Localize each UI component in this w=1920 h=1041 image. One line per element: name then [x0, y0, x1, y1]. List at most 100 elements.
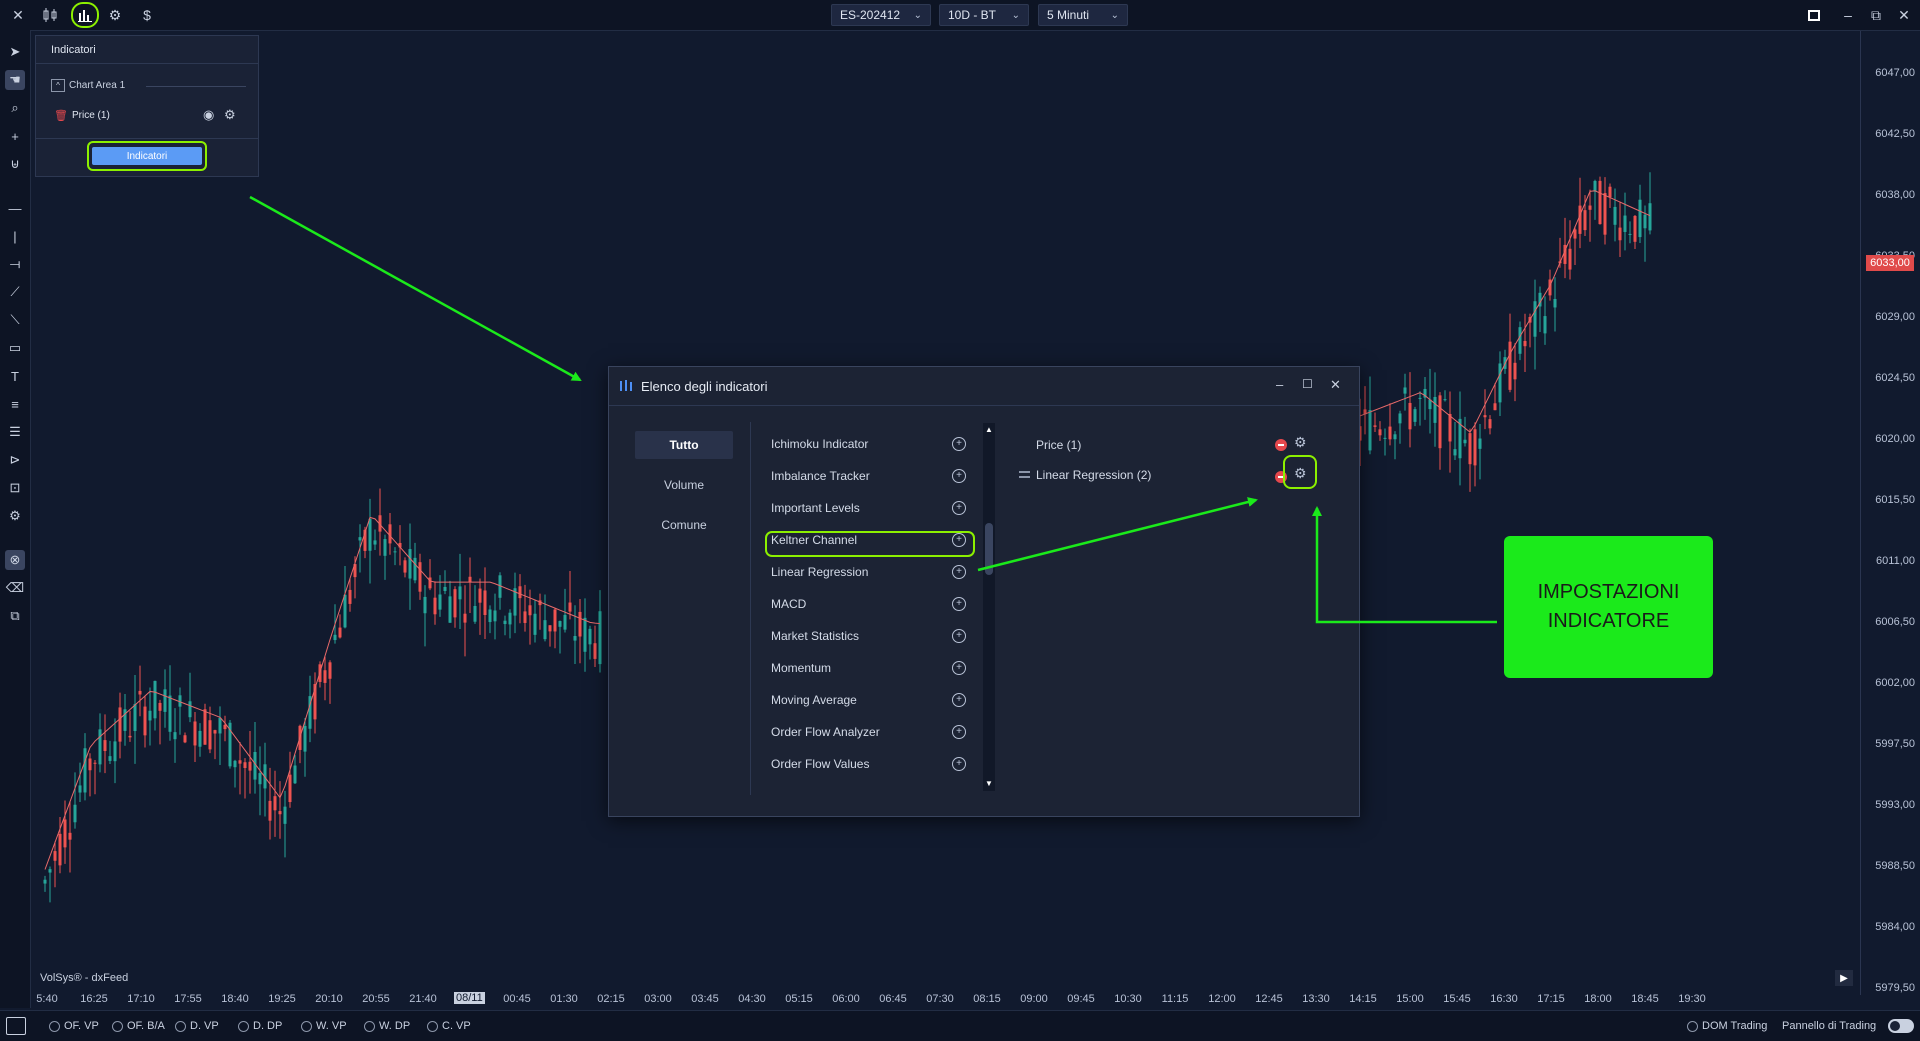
play-icon[interactable]: ▶	[1835, 970, 1853, 986]
candle-body	[198, 730, 202, 747]
indicator-list-item[interactable]: Imbalance Tracker	[771, 469, 870, 483]
hand-icon[interactable]: ☚	[5, 70, 25, 90]
minimize-icon[interactable]: –	[1844, 7, 1852, 23]
add-indicator-icon[interactable]: +	[952, 469, 966, 483]
window-close-icon[interactable]: ✕	[1898, 6, 1910, 23]
indicator-list-item[interactable]: Important Levels	[771, 501, 860, 515]
volume-profile-icon[interactable]: ⊡	[9, 480, 21, 495]
indicator-list-item[interactable]: Linear Regression	[771, 565, 869, 579]
add-indicator-icon[interactable]: +	[952, 597, 966, 611]
scroll-up-icon[interactable]: ▲	[985, 425, 993, 434]
add-indicator-icon[interactable]: +	[952, 501, 966, 515]
fib-icon[interactable]: ⊳	[9, 452, 21, 467]
candle-body	[348, 589, 352, 604]
close-icon[interactable]: ✕	[12, 6, 24, 23]
price-indicator-item[interactable]: Price (1)	[72, 110, 110, 121]
bottom-toggle[interactable]: OF. B/A	[112, 1020, 165, 1032]
bottom-toggle[interactable]: D. DP	[238, 1020, 282, 1032]
eye-icon[interactable]: ◉	[203, 107, 215, 122]
settings-small-icon[interactable]: ⚙	[9, 508, 21, 523]
time-tick-label: 10:30	[1114, 993, 1142, 1005]
selected-indicator-linear-regression[interactable]: Linear Regression (2)	[1036, 468, 1152, 482]
add-indicator-icon[interactable]: +	[952, 437, 966, 451]
layout-icon[interactable]	[1804, 5, 1824, 25]
levels-icon[interactable]: ☰	[9, 424, 21, 439]
dollar-icon[interactable]: $	[143, 7, 151, 23]
add-indicator-icon[interactable]: +	[952, 693, 966, 707]
indicator-list-item[interactable]: Ichimoku Indicator	[771, 437, 869, 451]
add-indicator-icon[interactable]: +	[952, 533, 966, 547]
ray-icon[interactable]: ⟞	[9, 256, 21, 271]
indicator-list-item[interactable]: MACD	[771, 597, 807, 611]
scroll-thumb[interactable]	[985, 523, 993, 575]
candle-body	[1648, 203, 1652, 231]
add-indicator-icon[interactable]: +	[952, 629, 966, 643]
magnet-lock-icon[interactable]: ⊗	[5, 550, 25, 570]
time-tick-label: 18:40	[221, 993, 249, 1005]
selected-indicator-price[interactable]: Price (1)	[1036, 438, 1082, 452]
trash-icon[interactable]: 🗑	[54, 110, 68, 122]
candle-body	[1468, 433, 1472, 465]
indicator-list-item[interactable]: Order Flow Analyzer	[771, 725, 880, 739]
indicator-list-item[interactable]: Momentum	[771, 661, 832, 675]
indicator-list-item[interactable]: Order Flow Values	[771, 757, 870, 771]
indicator-list-item[interactable]: Keltner Channel	[771, 533, 858, 547]
indicator-list-item[interactable]: Moving Average	[771, 693, 857, 707]
horizontal-line-icon[interactable]: —	[8, 200, 22, 216]
gear-icon[interactable]: ⚙	[224, 107, 236, 122]
add-indicator-icon[interactable]: +	[952, 757, 966, 771]
category-tab[interactable]: Comune	[661, 518, 707, 532]
bottom-bar: OF. VP OF. B/A D. VP D. DP W. VP W. DP C. VP D…	[0, 1010, 1920, 1041]
zoom-icon[interactable]: ⌕	[11, 100, 19, 115]
category-tab[interactable]: Volume	[663, 478, 705, 492]
bottom-toggle[interactable]: C. VP	[427, 1020, 471, 1032]
dom-trading-toggle[interactable]: DOM Trading	[1687, 1020, 1767, 1032]
cursor-icon[interactable]: ➤	[9, 44, 21, 59]
candle-body	[203, 709, 207, 745]
indicators-button[interactable]: Indicatori	[92, 147, 202, 165]
stack-icon[interactable]: ⧉	[10, 608, 20, 623]
time-tick-label: 16:25	[80, 993, 108, 1005]
text-icon[interactable]: T	[11, 368, 19, 384]
candle-body	[1573, 229, 1577, 239]
trading-panel-switch[interactable]	[1888, 1019, 1914, 1033]
timeframe-select[interactable]: 5 Minuti ⌄	[1038, 4, 1128, 26]
magnet-icon[interactable]: ⊎	[10, 156, 20, 171]
bottom-toggle[interactable]: D. VP	[175, 1020, 219, 1032]
restore-icon[interactable]: ⧉	[1871, 6, 1881, 23]
crosshair-icon[interactable]: +	[11, 128, 19, 144]
price-settings-icon[interactable]: ⚙	[1294, 434, 1307, 450]
rectangle-icon[interactable]: ▭	[8, 340, 22, 355]
collapse-icon[interactable]: ^	[51, 79, 65, 92]
add-indicator-icon[interactable]: +	[952, 565, 966, 579]
instrument-select[interactable]: ES-202412 ⌄	[831, 4, 931, 26]
gear-icon[interactable]: ⚙	[108, 6, 122, 23]
range-select[interactable]: 10D - BT ⌄	[939, 4, 1029, 26]
trend-line-icon[interactable]: ⟋	[10, 284, 20, 299]
linear-regression-settings-icon[interactable]: ⚙	[1294, 465, 1307, 481]
drag-handle-icon[interactable]	[1019, 471, 1030, 478]
category-tab[interactable]: Tutto	[635, 431, 733, 459]
bottom-toggle[interactable]: W. DP	[364, 1020, 410, 1032]
candle-body	[118, 707, 122, 742]
maximize-icon[interactable]: ☐	[1302, 377, 1313, 391]
add-indicator-icon[interactable]: +	[952, 661, 966, 675]
vertical-line-icon[interactable]: |	[13, 228, 17, 244]
bottom-toggle[interactable]: W. VP	[301, 1020, 347, 1032]
scroll-down-icon[interactable]: ▼	[985, 779, 993, 788]
panel-icon[interactable]	[6, 1017, 26, 1035]
indicator-list-item[interactable]: Market Statistics	[771, 629, 860, 643]
ruler-icon[interactable]: ⟍	[10, 312, 20, 327]
candle-body	[563, 614, 567, 630]
candle-body	[353, 564, 357, 578]
eraser-icon[interactable]: ⌫	[5, 580, 25, 595]
bottom-toggle[interactable]: OF. VP	[49, 1020, 99, 1032]
add-indicator-icon[interactable]: +	[952, 725, 966, 739]
minimize-icon[interactable]: –	[1276, 377, 1284, 392]
indicators-bar-icon[interactable]	[71, 2, 99, 28]
close-icon[interactable]: ✕	[1330, 377, 1341, 392]
indicator-list-scrollbar[interactable]: ▲ ▼	[983, 423, 995, 791]
remove-price-icon[interactable]	[1275, 439, 1287, 451]
candles-icon[interactable]	[40, 5, 60, 25]
list-icon[interactable]: ≡	[11, 396, 19, 412]
